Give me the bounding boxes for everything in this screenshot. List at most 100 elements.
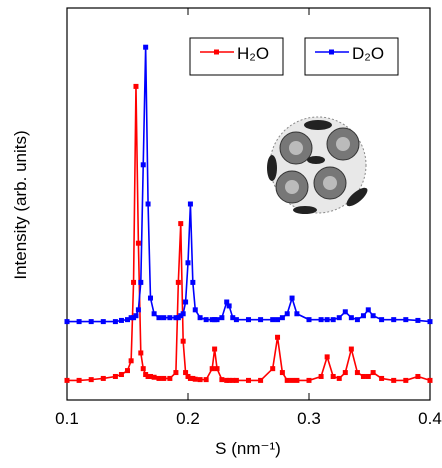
- point-marker: [219, 315, 225, 321]
- point-marker: [415, 317, 421, 323]
- point-marker: [284, 377, 290, 383]
- point-marker: [275, 334, 281, 340]
- point-marker: [365, 373, 371, 379]
- point-marker: [100, 319, 106, 325]
- point-marker: [348, 346, 354, 352]
- point-marker: [226, 303, 232, 309]
- point-marker: [167, 315, 173, 321]
- point-marker: [279, 370, 285, 376]
- point-marker: [275, 317, 281, 323]
- point-marker: [112, 319, 118, 325]
- point-marker: [180, 338, 186, 344]
- point-marker: [427, 319, 433, 325]
- point-marker: [133, 313, 139, 319]
- point-marker: [203, 377, 209, 383]
- point-marker: [128, 358, 134, 364]
- point-marker: [64, 319, 70, 325]
- point-marker: [178, 221, 184, 227]
- point-marker: [324, 354, 330, 360]
- point-marker: [214, 317, 220, 323]
- legend-marker: [214, 49, 219, 55]
- point-marker: [233, 317, 239, 323]
- point-marker: [289, 295, 295, 301]
- point-marker: [415, 373, 421, 379]
- point-marker: [156, 315, 162, 321]
- point-marker: [324, 317, 330, 323]
- point-marker: [224, 299, 230, 305]
- point-marker: [161, 375, 167, 381]
- point-marker: [125, 368, 130, 374]
- legend-label: H₂O: [237, 44, 269, 63]
- point-marker: [131, 279, 137, 285]
- point-marker: [183, 299, 189, 305]
- point-marker: [64, 377, 70, 383]
- point-marker: [190, 279, 196, 285]
- point-marker: [167, 375, 173, 381]
- point-marker: [151, 374, 157, 380]
- point-marker: [192, 307, 198, 313]
- point-marker: [140, 162, 146, 168]
- point-marker: [173, 370, 179, 376]
- point-marker: [212, 346, 218, 352]
- point-marker: [370, 370, 376, 376]
- point-marker: [76, 319, 82, 325]
- point-marker: [294, 377, 300, 383]
- x-tick-label: 0.3: [297, 409, 321, 428]
- legend-box: [189, 37, 284, 76]
- point-marker: [187, 201, 193, 207]
- point-marker: [183, 370, 189, 376]
- point-marker: [336, 375, 342, 381]
- series-line: [67, 86, 431, 382]
- point-marker: [270, 317, 276, 323]
- point-marker: [138, 279, 144, 285]
- point-marker: [342, 370, 348, 376]
- point-marker: [125, 317, 130, 323]
- point-marker: [284, 311, 290, 317]
- point-marker: [246, 377, 251, 383]
- point-marker: [138, 350, 144, 356]
- point-marker: [258, 317, 264, 323]
- point-marker: [306, 317, 312, 323]
- point-marker: [318, 373, 324, 379]
- point-marker: [354, 317, 360, 323]
- point-marker: [88, 377, 94, 383]
- point-marker: [270, 366, 276, 372]
- point-marker: [391, 377, 397, 383]
- point-marker: [370, 313, 376, 319]
- point-marker: [360, 313, 366, 319]
- point-marker: [391, 317, 397, 323]
- point-marker: [230, 315, 236, 321]
- point-marker: [336, 315, 342, 321]
- point-marker: [185, 260, 191, 266]
- point-marker: [76, 377, 82, 383]
- point-marker: [197, 377, 203, 383]
- point-marker: [140, 366, 146, 372]
- point-marker: [330, 317, 336, 323]
- x-axis-label: S (nm⁻¹): [215, 439, 281, 458]
- point-marker: [348, 315, 354, 321]
- point-marker: [258, 377, 264, 383]
- point-marker: [88, 319, 94, 325]
- point-marker: [379, 317, 385, 323]
- point-marker: [112, 373, 118, 379]
- point-marker: [203, 317, 209, 323]
- plot-frame: [66, 7, 431, 401]
- point-marker: [156, 375, 162, 381]
- point-marker: [161, 315, 167, 321]
- point-marker: [379, 375, 385, 381]
- point-marker: [330, 373, 336, 379]
- legend-label: D₂O: [352, 44, 384, 63]
- point-marker: [360, 373, 366, 379]
- point-marker: [209, 366, 215, 372]
- point-marker: [365, 307, 371, 313]
- point-marker: [342, 309, 348, 315]
- point-marker: [354, 370, 360, 376]
- point-marker: [230, 377, 236, 383]
- point-marker: [279, 315, 285, 321]
- point-marker: [214, 366, 220, 372]
- point-marker: [151, 311, 157, 317]
- point-marker: [294, 311, 300, 317]
- y-axis-label: Intensity (arb. units): [11, 130, 30, 279]
- point-marker: [246, 317, 251, 323]
